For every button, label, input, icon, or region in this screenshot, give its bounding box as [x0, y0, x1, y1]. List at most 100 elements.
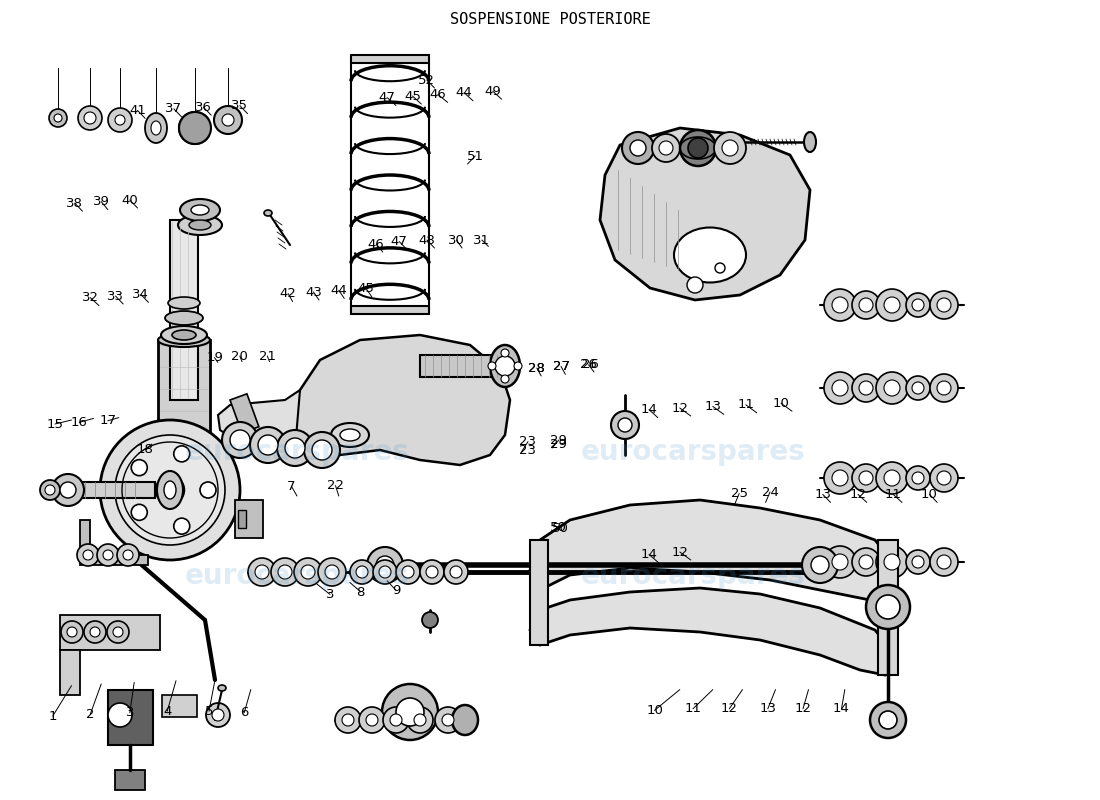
Circle shape — [90, 627, 100, 637]
Circle shape — [906, 466, 930, 490]
Circle shape — [688, 138, 708, 158]
Circle shape — [912, 299, 924, 311]
Circle shape — [876, 372, 907, 404]
Circle shape — [278, 565, 292, 579]
Ellipse shape — [157, 471, 183, 509]
Circle shape — [379, 566, 390, 578]
Text: 49: 49 — [484, 85, 502, 98]
Circle shape — [97, 544, 119, 566]
Text: 35: 35 — [231, 99, 249, 112]
Text: 5: 5 — [205, 705, 213, 718]
Circle shape — [722, 140, 738, 156]
Circle shape — [714, 132, 746, 164]
Circle shape — [116, 435, 226, 545]
Ellipse shape — [178, 215, 222, 235]
Circle shape — [376, 556, 394, 574]
Circle shape — [688, 277, 703, 293]
Circle shape — [811, 556, 829, 574]
Circle shape — [876, 546, 907, 578]
Ellipse shape — [151, 121, 161, 135]
Circle shape — [373, 560, 397, 584]
Circle shape — [356, 566, 369, 578]
Text: 27: 27 — [552, 360, 570, 373]
Circle shape — [859, 298, 873, 312]
Circle shape — [422, 612, 438, 628]
Bar — [60, 482, 155, 498]
Text: 14: 14 — [640, 403, 658, 416]
Polygon shape — [218, 390, 300, 450]
Bar — [351, 55, 429, 63]
Ellipse shape — [165, 311, 204, 325]
Circle shape — [937, 381, 952, 395]
Circle shape — [212, 709, 224, 721]
Circle shape — [879, 711, 896, 729]
Circle shape — [630, 140, 646, 156]
Circle shape — [100, 420, 240, 560]
Circle shape — [442, 714, 454, 726]
Text: 38: 38 — [66, 197, 84, 210]
Text: 26: 26 — [582, 358, 598, 370]
Circle shape — [426, 566, 438, 578]
Ellipse shape — [804, 132, 816, 152]
Bar — [530, 540, 548, 645]
Circle shape — [200, 482, 216, 498]
Circle shape — [82, 550, 94, 560]
Circle shape — [396, 698, 424, 726]
Circle shape — [359, 707, 385, 733]
Circle shape — [500, 375, 509, 383]
Text: 36: 36 — [195, 101, 212, 114]
Text: 37: 37 — [165, 102, 183, 115]
Circle shape — [271, 558, 299, 586]
Circle shape — [852, 374, 880, 402]
Ellipse shape — [158, 522, 210, 538]
Circle shape — [367, 547, 403, 583]
Circle shape — [680, 130, 716, 166]
Circle shape — [824, 462, 856, 494]
Circle shape — [390, 714, 402, 726]
Text: 9: 9 — [392, 584, 400, 597]
Circle shape — [324, 565, 339, 579]
Circle shape — [248, 558, 276, 586]
Circle shape — [912, 556, 924, 568]
Circle shape — [659, 141, 673, 155]
Text: 11: 11 — [884, 488, 902, 501]
Circle shape — [77, 544, 99, 566]
Circle shape — [174, 518, 189, 534]
Text: 21: 21 — [258, 350, 276, 362]
Circle shape — [277, 430, 313, 466]
Text: eurocarspares: eurocarspares — [581, 562, 805, 590]
Text: 26: 26 — [580, 358, 597, 371]
Circle shape — [342, 714, 354, 726]
Circle shape — [434, 707, 461, 733]
Circle shape — [84, 621, 106, 643]
Text: eurocarspares: eurocarspares — [581, 438, 805, 466]
Text: 6: 6 — [240, 706, 249, 719]
Circle shape — [500, 349, 509, 357]
Ellipse shape — [331, 423, 368, 447]
Text: 12: 12 — [720, 702, 738, 715]
Circle shape — [179, 112, 211, 144]
Circle shape — [174, 446, 189, 462]
Text: 12: 12 — [671, 546, 689, 558]
Text: eurocarspares: eurocarspares — [185, 562, 409, 590]
Circle shape — [715, 263, 725, 273]
Circle shape — [222, 114, 234, 126]
Circle shape — [937, 555, 952, 569]
Bar — [170, 220, 198, 400]
Circle shape — [884, 297, 900, 313]
Text: 13: 13 — [704, 400, 722, 413]
Text: 11: 11 — [684, 702, 702, 715]
Text: 28: 28 — [528, 362, 546, 374]
Circle shape — [495, 356, 515, 376]
Text: 25: 25 — [730, 487, 748, 500]
Circle shape — [103, 550, 113, 560]
Circle shape — [832, 380, 848, 396]
Bar — [420, 355, 505, 377]
Circle shape — [318, 558, 346, 586]
Text: 29: 29 — [550, 438, 566, 451]
Text: 30: 30 — [448, 234, 465, 246]
Text: 23: 23 — [519, 443, 537, 457]
Text: 24: 24 — [761, 486, 779, 498]
Circle shape — [312, 440, 332, 460]
Bar — [80, 555, 148, 565]
